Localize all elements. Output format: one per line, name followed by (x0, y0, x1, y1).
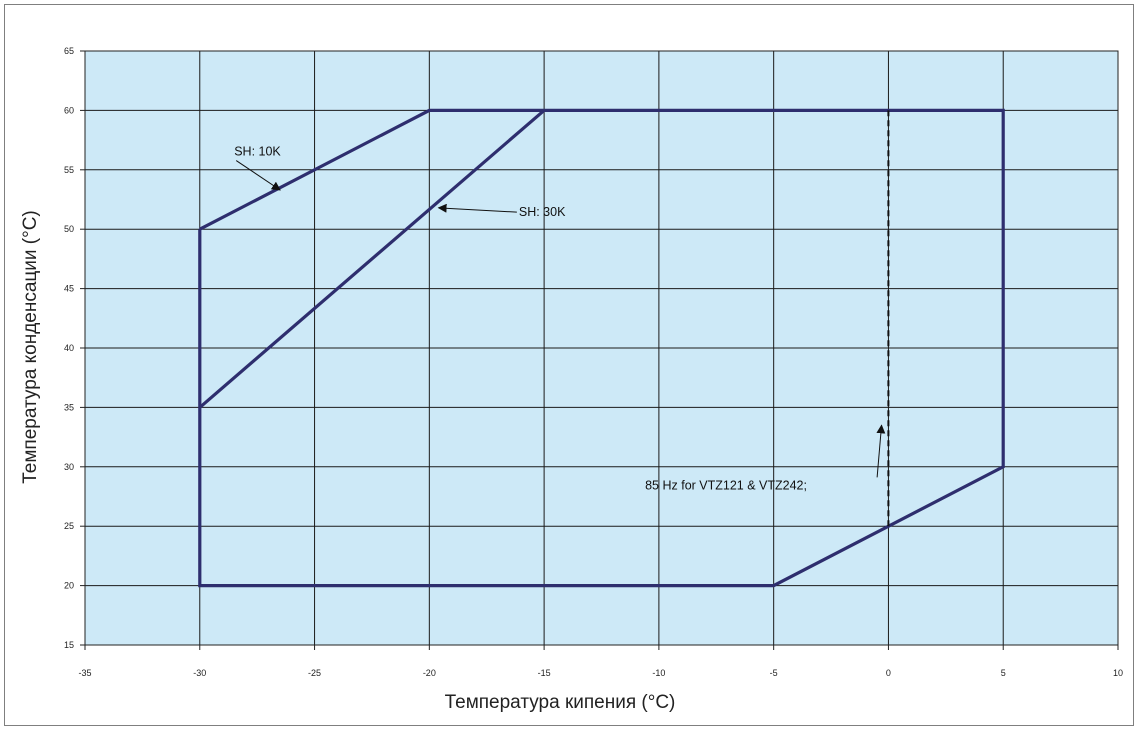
x-tick-label: 5 (1001, 668, 1006, 678)
x-tick-label: -10 (652, 668, 665, 678)
x-tick-label: -20 (423, 668, 436, 678)
x-tick-label: 0 (886, 668, 891, 678)
y-tick-label: 45 (64, 284, 74, 294)
hz85-annotation: 85 Hz for VTZ121 & VTZ242; (645, 478, 807, 492)
y-tick-label: 35 (64, 402, 74, 412)
y-tick-label: 60 (64, 105, 74, 115)
x-tick-label: -25 (308, 668, 321, 678)
x-tick-label: -15 (538, 668, 551, 678)
x-tick-label: -35 (78, 668, 91, 678)
y-tick-label: 55 (64, 165, 74, 175)
sh30-annotation: SH: 30K (519, 205, 566, 219)
y-tick-label: 40 (64, 343, 74, 353)
y-axis-title: Температура конденсации (°C) (20, 210, 41, 484)
chart-frame: -35 -30 -25 -20 -15 -10 -5 0 5 10 15 20 25 30 35 40 45 50… (4, 4, 1134, 726)
x-tick-label: -30 (193, 668, 206, 678)
y-tick-label: 65 (64, 46, 74, 56)
x-tick-label: -5 (770, 668, 778, 678)
y-tick-label: 15 (64, 640, 74, 650)
sh10-annotation: SH: 10K (234, 145, 281, 159)
y-tick-label: 20 (64, 581, 74, 591)
y-tick-label: 30 (64, 462, 74, 472)
x-axis-title: Температура кипения (°C) (445, 692, 676, 713)
y-tick-label: 25 (64, 521, 74, 531)
operating-envelope-chart: -35 -30 -25 -20 -15 -10 -5 0 5 10 15 20 25 30 35 40 45 50… (5, 5, 1136, 734)
y-tick-label: 50 (64, 224, 74, 234)
x-tick-label: 10 (1113, 668, 1123, 678)
